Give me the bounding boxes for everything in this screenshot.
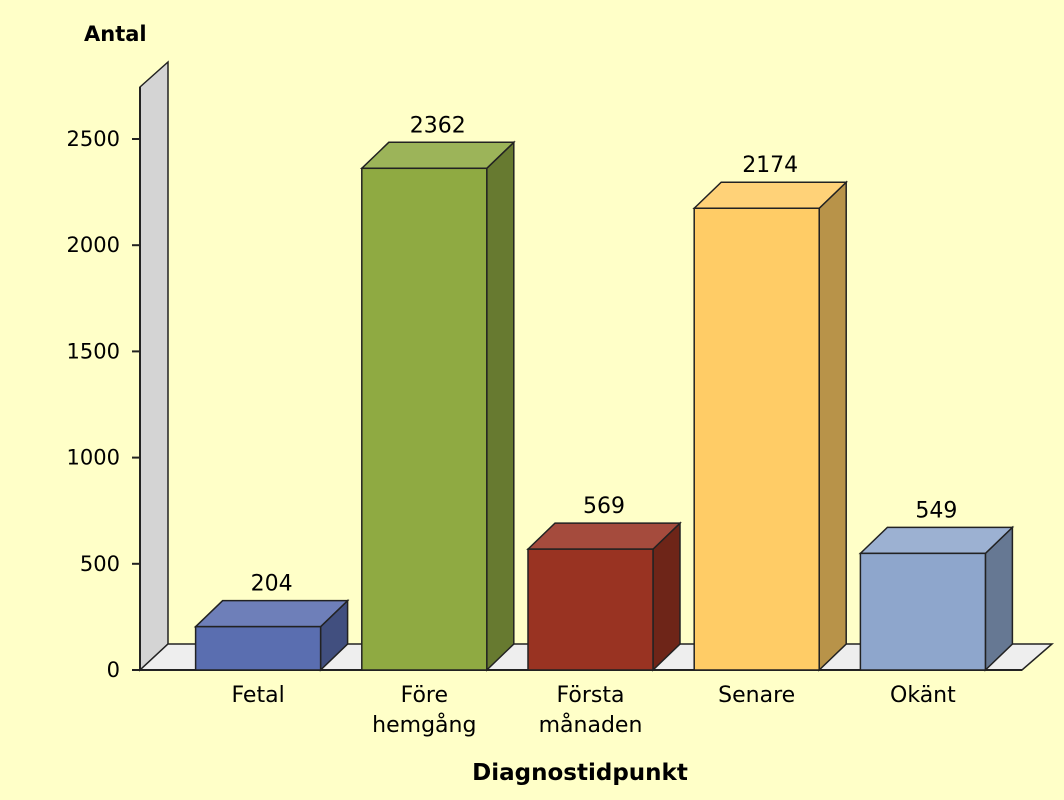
bar-4	[692, 180, 849, 672]
bar-front-face	[693, 207, 820, 671]
y-tick-label: 2000	[67, 233, 120, 257]
bar-5	[858, 525, 1015, 672]
bars-group: 204 2362 569 2174 549	[193, 113, 1015, 672]
chart-back-wall	[139, 60, 169, 672]
x-category-label: Före	[401, 683, 448, 708]
bar-top-face	[692, 181, 849, 209]
bar-front-face	[527, 548, 654, 671]
y-axis-ticks: 0 500 1000 1500 2000 2500	[67, 127, 140, 682]
x-category-label: Första	[557, 683, 625, 708]
bar-value-label: 2174	[742, 153, 798, 178]
x-category-label: hemgång	[372, 712, 476, 738]
x-category-label: Senare	[718, 683, 795, 708]
bar-value-label: 2362	[410, 113, 466, 138]
bar-top-face	[526, 522, 682, 550]
y-tick-label: 1000	[67, 446, 120, 470]
y-tick-label: 2500	[67, 127, 120, 151]
x-axis-title: Diagnostidpunkt	[472, 760, 688, 786]
y-tick-label: 500	[80, 552, 120, 576]
bar-value-label: 569	[583, 494, 625, 519]
bar-top-face	[193, 599, 350, 628]
x-category-label: Fetal	[231, 683, 284, 708]
bar-top-face	[858, 526, 1015, 555]
bar-front-face	[361, 167, 488, 671]
x-category-label: månaden	[539, 712, 643, 738]
x-axis-categories: Fetal Före hemgång Första månaden Senare Okänt	[231, 683, 956, 738]
bar-value-label: 204	[251, 572, 293, 597]
y-tick-label: 1500	[67, 339, 120, 363]
bar-3	[526, 521, 682, 672]
bar-1	[193, 598, 350, 672]
bar-side-face	[486, 140, 515, 672]
bar-side-face	[818, 180, 847, 672]
bar-front-face	[859, 552, 987, 671]
bar-front-face	[194, 625, 322, 671]
bar-value-label: 549	[915, 498, 957, 523]
bar-2	[359, 140, 516, 672]
bar-top-face	[359, 141, 516, 170]
x-category-label: Okänt	[890, 683, 956, 708]
y-tick-label: 0	[107, 658, 120, 682]
y-axis-title: Antal	[84, 22, 147, 46]
